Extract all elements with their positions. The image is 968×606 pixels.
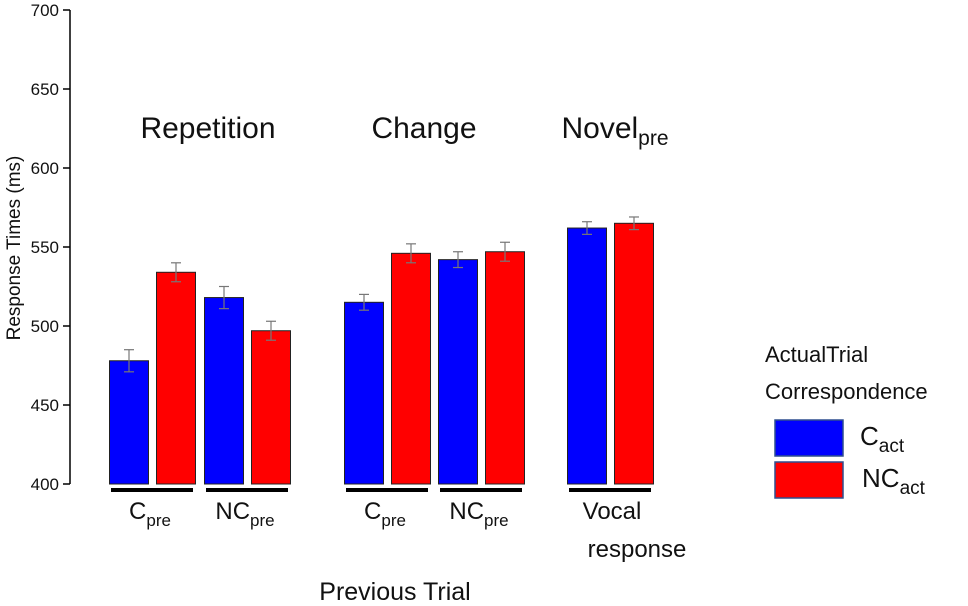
y-axis-title: Response Times (ms) xyxy=(4,156,25,341)
group-label-main: Novel xyxy=(561,112,638,145)
group-label: Change xyxy=(371,112,476,145)
y-tick-label: 700 xyxy=(31,1,59,20)
legend-label-main: C xyxy=(860,421,879,451)
x-tick-label: NCpre xyxy=(449,498,508,530)
group-label-sub: pre xyxy=(638,127,668,150)
x-tick-label-sub: pre xyxy=(484,511,509,530)
x-tick-label-sub: pre xyxy=(146,511,171,530)
bar xyxy=(344,301,384,485)
group-label: Novelpre xyxy=(561,112,668,150)
x-tick-label: response xyxy=(588,536,687,563)
y-tick-label: 500 xyxy=(31,317,59,336)
legend-swatch xyxy=(774,419,844,457)
legend-title: ActualTrial xyxy=(765,342,868,367)
legend-title: Correspondence xyxy=(765,379,928,404)
error-bar xyxy=(359,293,369,311)
x-tick-label: Cpre xyxy=(129,498,171,530)
error-bar xyxy=(219,285,229,310)
x-axis-title: Previous Trial xyxy=(319,578,470,606)
bar xyxy=(391,252,431,485)
bar xyxy=(438,259,478,485)
y-tick-label: 600 xyxy=(31,159,59,178)
bar xyxy=(485,251,525,485)
x-tick-label: Cpre xyxy=(364,498,406,530)
error-bar xyxy=(453,251,463,269)
x-tick-label-sub: pre xyxy=(250,511,275,530)
y-tick-label: 450 xyxy=(31,396,59,415)
group-label-main: Repetition xyxy=(140,112,275,145)
bar xyxy=(204,297,244,485)
bar xyxy=(109,360,149,485)
legend-label: Cact xyxy=(860,421,905,457)
legend-label-sub: act xyxy=(900,478,926,499)
bar xyxy=(567,227,607,485)
x-tick-label-main: NC xyxy=(449,498,484,525)
group-label: Repetition xyxy=(140,112,275,145)
x-tick-label: Vocal xyxy=(583,498,642,525)
group-label-main: Change xyxy=(371,112,476,145)
x-tick-label-main: C xyxy=(364,498,381,525)
legend-label-main: NC xyxy=(862,463,900,493)
legend-label: NCact xyxy=(862,463,926,499)
y-tick-label: 400 xyxy=(31,475,59,494)
error-bar xyxy=(406,243,416,264)
x-tick-label-main: NC xyxy=(215,498,250,525)
legend-swatch xyxy=(774,461,844,499)
bar xyxy=(251,330,291,485)
error-bar xyxy=(171,262,181,283)
error-bar xyxy=(500,241,510,262)
legend-label-sub: act xyxy=(879,436,905,457)
error-bar xyxy=(124,349,134,373)
bar xyxy=(614,222,654,485)
y-tick-label: 650 xyxy=(31,80,59,99)
error-bar xyxy=(266,320,276,341)
y-tick-label: 550 xyxy=(31,238,59,257)
error-bar xyxy=(582,221,592,235)
x-tick-label-sub: pre xyxy=(381,511,406,530)
x-tick-label-main: C xyxy=(129,498,146,525)
bar xyxy=(156,271,196,485)
error-bar xyxy=(629,216,639,231)
x-tick-label: NCpre xyxy=(215,498,274,530)
